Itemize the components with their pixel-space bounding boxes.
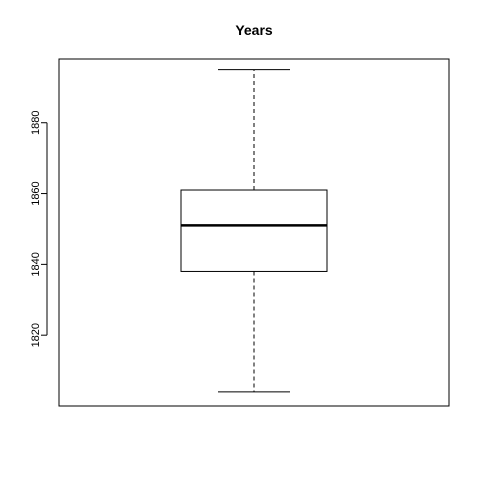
chart-title: Years xyxy=(235,22,273,38)
interquartile-box xyxy=(180,189,328,272)
box-plot xyxy=(180,69,328,393)
y-tick-label: 1840 xyxy=(30,252,42,276)
plot-frame xyxy=(58,58,450,407)
y-tick-label: 1880 xyxy=(30,110,42,134)
y-axis: 1820 1840 1860 1880 xyxy=(30,110,48,347)
y-tick-label: 1860 xyxy=(30,181,42,205)
y-tick-label: 1820 xyxy=(30,323,42,347)
